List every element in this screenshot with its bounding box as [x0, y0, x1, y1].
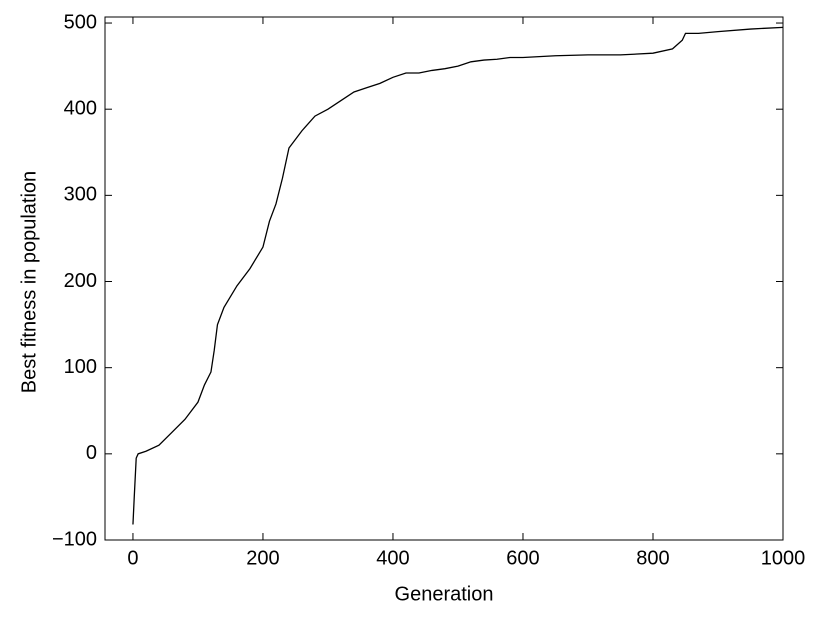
y-tick-label: −100: [52, 528, 97, 550]
x-tick-label: 400: [376, 547, 409, 569]
y-tick-label: 400: [64, 97, 97, 119]
y-tick-label: 100: [64, 356, 97, 378]
y-axis-label: Best fitness in population: [18, 171, 40, 393]
y-tick-label: 200: [64, 270, 97, 292]
plot-frame: [104, 16, 784, 541]
y-tick-label: 500: [64, 11, 97, 33]
x-tick-label: 1000: [761, 547, 806, 569]
x-tick-label: 600: [506, 547, 539, 569]
data-line: [132, 26, 784, 525]
y-tick-label: 300: [64, 184, 97, 206]
x-tick-label: 200: [246, 547, 279, 569]
x-axis-label: Generation: [395, 583, 494, 605]
y-tick-label: 0: [86, 442, 97, 464]
x-tick-label: 0: [127, 547, 138, 569]
x-tick-label: 800: [636, 547, 669, 569]
